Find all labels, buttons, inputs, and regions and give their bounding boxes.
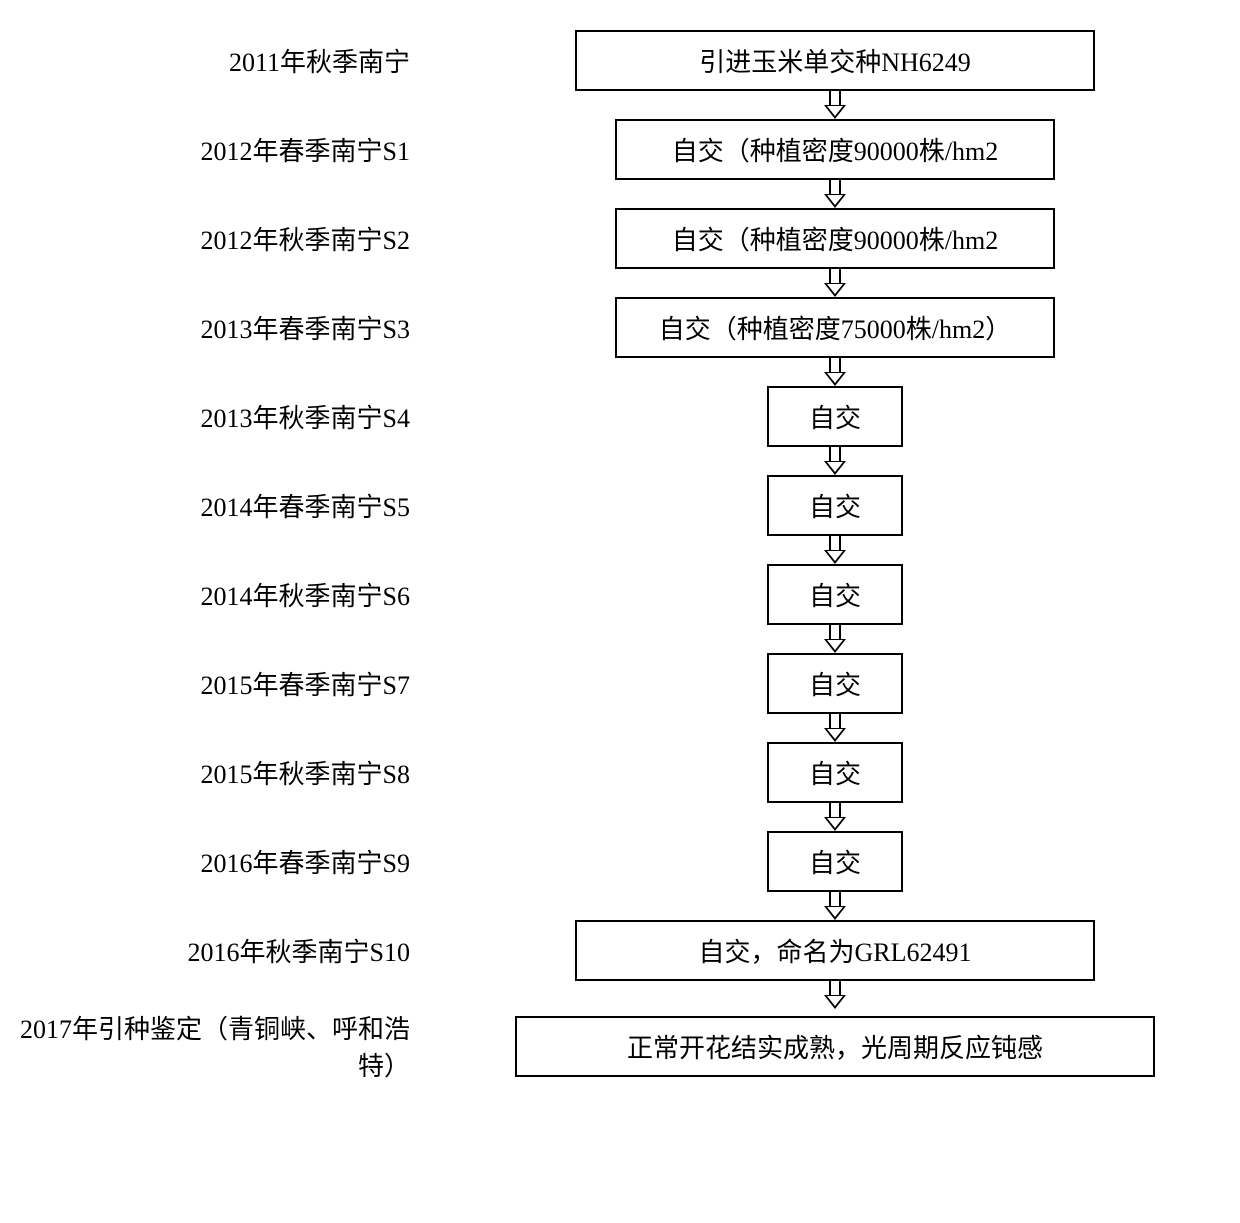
down-arrow-icon [824, 536, 846, 564]
step-label: 2013年春季南宁S3 [20, 309, 450, 346]
flowchart-row: 2016年秋季南宁S10 自交，命名为GRL62491 [20, 920, 1220, 981]
arrow-col [450, 981, 1220, 1009]
flowchart-container: 2011年秋季南宁 引进玉米单交种NH6249 2012年春季南宁S1 自交（种植密度… [20, 30, 1220, 1083]
flowchart-row: 2013年春季南宁S3 自交（种植密度75000株/hm2） [20, 297, 1220, 358]
step-box: 自交 [767, 831, 903, 892]
down-arrow-icon [824, 803, 846, 831]
step-label: 2012年秋季南宁S2 [20, 220, 450, 257]
down-arrow-icon [824, 714, 846, 742]
step-label: 2016年春季南宁S9 [20, 843, 450, 880]
step-box: 自交 [767, 386, 903, 447]
arrow-col [450, 714, 1220, 742]
arrow-col [450, 91, 1220, 119]
step-box: 自交（种植密度90000株/hm2 [615, 208, 1055, 269]
step-box-col: 自交 [450, 653, 1220, 714]
arrow-row [20, 91, 1220, 119]
step-label: 2014年春季南宁S5 [20, 487, 450, 524]
arrow-row [20, 625, 1220, 653]
step-box: 自交 [767, 653, 903, 714]
arrow-row [20, 714, 1220, 742]
step-box-col: 自交 [450, 831, 1220, 892]
arrow-col [450, 536, 1220, 564]
step-box: 自交（种植密度90000株/hm2 [615, 119, 1055, 180]
down-arrow-icon [824, 180, 846, 208]
step-box-col: 自交（种植密度90000株/hm2 [450, 119, 1220, 180]
arrow-row [20, 892, 1220, 920]
flowchart-row: 2017年引种鉴定（青铜峡、呼和浩特） 正常开花结实成熟，光周期反应钝感 [20, 1009, 1220, 1083]
step-box-col: 自交 [450, 564, 1220, 625]
step-box-col: 自交 [450, 386, 1220, 447]
step-label: 2016年秋季南宁S10 [20, 932, 450, 969]
flowchart-row: 2015年秋季南宁S8 自交 [20, 742, 1220, 803]
down-arrow-icon [824, 269, 846, 297]
flowchart-row: 2014年春季南宁S5 自交 [20, 475, 1220, 536]
step-box: 自交，命名为GRL62491 [575, 920, 1095, 981]
step-box: 自交 [767, 742, 903, 803]
flowchart-row: 2016年春季南宁S9 自交 [20, 831, 1220, 892]
arrow-row [20, 981, 1220, 1009]
step-box-col: 自交 [450, 742, 1220, 803]
step-box-col: 自交，命名为GRL62491 [450, 920, 1220, 981]
step-label: 2013年秋季南宁S4 [20, 398, 450, 435]
arrow-col [450, 625, 1220, 653]
flowchart-row: 2013年秋季南宁S4 自交 [20, 386, 1220, 447]
arrow-col [450, 447, 1220, 475]
step-box: 自交（种植密度75000株/hm2） [615, 297, 1055, 358]
step-label: 2012年春季南宁S1 [20, 131, 450, 168]
arrow-row [20, 536, 1220, 564]
arrow-row [20, 447, 1220, 475]
step-box: 自交 [767, 475, 903, 536]
arrow-row [20, 180, 1220, 208]
step-label: 2017年引种鉴定（青铜峡、呼和浩特） [20, 1009, 450, 1083]
flowchart-row: 2014年秋季南宁S6 自交 [20, 564, 1220, 625]
step-box-col: 正常开花结实成熟，光周期反应钝感 [450, 1016, 1220, 1077]
step-box-col: 自交（种植密度75000株/hm2） [450, 297, 1220, 358]
step-box-col: 自交 [450, 475, 1220, 536]
arrow-row [20, 269, 1220, 297]
step-label: 2011年秋季南宁 [20, 42, 450, 79]
down-arrow-icon [824, 358, 846, 386]
flowchart-row: 2012年秋季南宁S2 自交（种植密度90000株/hm2 [20, 208, 1220, 269]
flowchart-row: 2012年春季南宁S1 自交（种植密度90000株/hm2 [20, 119, 1220, 180]
step-label: 2014年秋季南宁S6 [20, 576, 450, 613]
arrow-col [450, 269, 1220, 297]
down-arrow-icon [824, 447, 846, 475]
step-box: 引进玉米单交种NH6249 [575, 30, 1095, 91]
down-arrow-icon [824, 892, 846, 920]
step-box: 自交 [767, 564, 903, 625]
down-arrow-icon [824, 91, 846, 119]
flowchart-row: 2011年秋季南宁 引进玉米单交种NH6249 [20, 30, 1220, 91]
arrow-col [450, 180, 1220, 208]
arrow-row [20, 358, 1220, 386]
arrow-row [20, 803, 1220, 831]
arrow-col [450, 358, 1220, 386]
arrow-col [450, 892, 1220, 920]
arrow-col [450, 803, 1220, 831]
step-box-col: 自交（种植密度90000株/hm2 [450, 208, 1220, 269]
down-arrow-icon [824, 981, 846, 1009]
down-arrow-icon [824, 625, 846, 653]
flowchart-row: 2015年春季南宁S7 自交 [20, 653, 1220, 714]
step-label: 2015年秋季南宁S8 [20, 754, 450, 791]
step-box: 正常开花结实成熟，光周期反应钝感 [515, 1016, 1155, 1077]
step-label: 2015年春季南宁S7 [20, 665, 450, 702]
step-box-col: 引进玉米单交种NH6249 [450, 30, 1220, 91]
